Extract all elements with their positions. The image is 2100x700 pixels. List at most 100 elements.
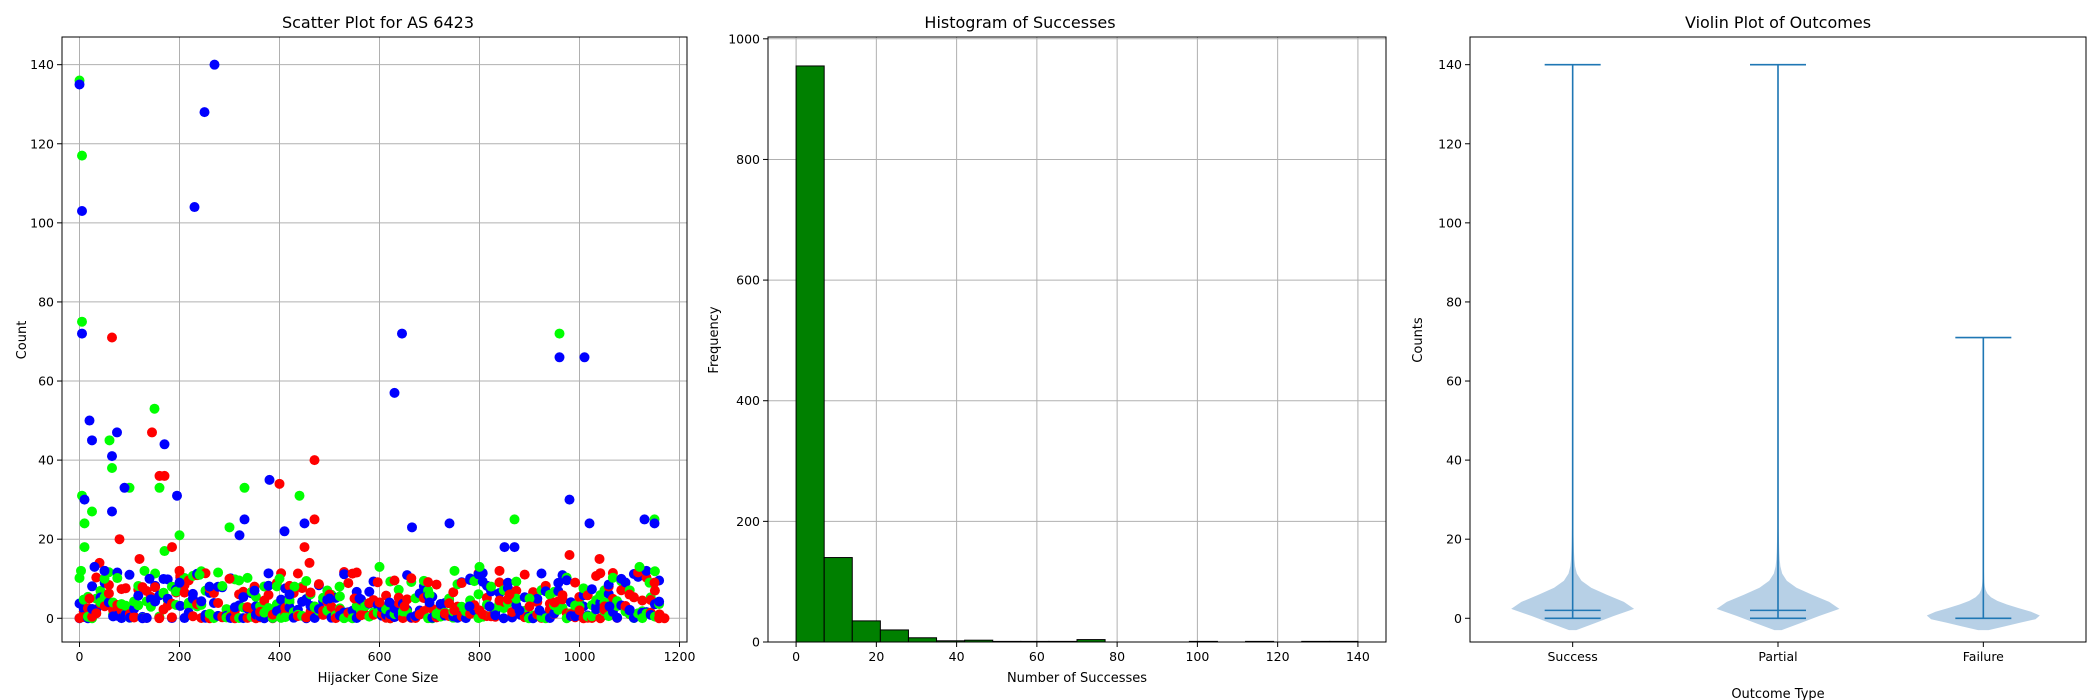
scatter-baseline-point bbox=[586, 584, 597, 595]
violin-y-tick-label: 80 bbox=[1446, 294, 1462, 309]
scatter-point bbox=[77, 150, 87, 161]
scatter-point bbox=[374, 597, 385, 608]
scatter-point bbox=[639, 514, 650, 525]
scatter-baseline-point bbox=[120, 583, 131, 594]
scatter-point bbox=[239, 482, 250, 493]
scatter-baseline-point bbox=[372, 577, 383, 588]
scatter-point bbox=[87, 506, 97, 517]
scatter-point bbox=[79, 542, 90, 553]
scatter-point bbox=[264, 474, 275, 485]
scatter-baseline-point bbox=[393, 584, 404, 595]
histogram-panel: Histogram of Successes 0 20 40 60 80 100 120 14… bbox=[707, 13, 1387, 686]
scatter-baseline-point bbox=[263, 580, 274, 591]
scatter-point bbox=[159, 470, 170, 481]
scatter-point bbox=[309, 455, 320, 466]
scatter-point bbox=[204, 581, 215, 592]
histogram-y-tick-label: 0 bbox=[752, 635, 760, 650]
scatter-point bbox=[474, 561, 485, 572]
scatter-baseline-point bbox=[654, 596, 665, 607]
scatter-baseline-point bbox=[166, 612, 177, 623]
scatter-point bbox=[449, 565, 460, 576]
scatter-point bbox=[147, 427, 157, 438]
scatter-point bbox=[199, 107, 210, 118]
scatter-point bbox=[174, 577, 185, 588]
scatter-point bbox=[249, 585, 260, 596]
scatter-baseline-point bbox=[242, 572, 253, 583]
scatter-point bbox=[384, 597, 395, 608]
scatter-point bbox=[304, 557, 315, 568]
scatter-baseline-point bbox=[536, 568, 547, 579]
scatter-baseline-point bbox=[486, 581, 497, 592]
violin-panel: Violin Plot of Outcomes Success Partial Fa… bbox=[1411, 13, 2087, 700]
scatter-baseline-point bbox=[87, 581, 98, 592]
scatter-point bbox=[112, 427, 122, 438]
violin-y-tick-label: 20 bbox=[1446, 532, 1462, 547]
scatter-baseline-point bbox=[103, 588, 114, 599]
scatter-grid bbox=[62, 37, 687, 642]
histogram-x-ticks: 0 20 40 60 80 100 120 140 bbox=[792, 642, 1370, 664]
scatter-baseline-point bbox=[133, 600, 144, 611]
scatter-baseline-point bbox=[217, 580, 228, 591]
scatter-baseline-point bbox=[91, 572, 102, 583]
violin-bodies bbox=[1511, 64, 2040, 631]
scatter-baseline-point bbox=[637, 595, 648, 606]
scatter-baseline-point bbox=[213, 597, 224, 608]
scatter-baseline-point bbox=[175, 600, 186, 611]
scatter-baseline-point bbox=[179, 587, 190, 598]
scatter-point bbox=[504, 589, 515, 600]
violin-x-tick-label: Success bbox=[1548, 649, 1598, 664]
violin-y-tick-label: 100 bbox=[1438, 215, 1462, 230]
scatter-baseline-point bbox=[141, 612, 152, 623]
scatter-point bbox=[194, 569, 205, 580]
scatter-point bbox=[167, 542, 177, 553]
scatter-baseline-point bbox=[456, 578, 467, 589]
scatter-point bbox=[584, 518, 595, 529]
scatter-baseline-point bbox=[649, 566, 660, 577]
scatter-point bbox=[99, 565, 110, 576]
scatter-point bbox=[624, 589, 635, 600]
violin-y-tick-label: 60 bbox=[1446, 374, 1462, 389]
scatter-baseline-point bbox=[519, 569, 530, 580]
scatter-point bbox=[274, 478, 285, 489]
scatter-point bbox=[424, 589, 435, 600]
scatter-baseline-point bbox=[271, 581, 282, 592]
scatter-y-tick-label: 60 bbox=[38, 374, 54, 389]
scatter-baseline-point bbox=[305, 587, 316, 598]
scatter-baseline-point bbox=[120, 600, 131, 611]
scatter-point bbox=[407, 522, 417, 533]
violin-x-label: Outcome Type bbox=[1731, 687, 1824, 700]
scatter-point bbox=[294, 490, 305, 501]
histogram-y-ticks: 0 200 400 600 800 1000 bbox=[728, 31, 768, 650]
scatter-baseline-point bbox=[154, 613, 165, 624]
scatter-point bbox=[134, 553, 145, 564]
scatter-point bbox=[324, 593, 335, 604]
scatter-point bbox=[159, 439, 170, 450]
scatter-point bbox=[189, 202, 200, 213]
scatter-baseline-point bbox=[263, 568, 274, 579]
histogram-y-tick-label: 600 bbox=[736, 273, 760, 288]
scatter-baseline-point bbox=[129, 612, 140, 623]
scatter-point bbox=[119, 482, 130, 493]
scatter-point bbox=[354, 593, 365, 604]
scatter-baseline-point bbox=[364, 586, 375, 597]
scatter-point bbox=[107, 332, 117, 343]
scatter-point bbox=[579, 352, 590, 363]
scatter-x-ticks: 0 200 400 600 800 1000 1200 bbox=[76, 642, 695, 664]
scatter-point bbox=[374, 561, 385, 572]
scatter-point bbox=[224, 573, 235, 584]
scatter-y-tick-label: 80 bbox=[38, 294, 54, 309]
scatter-baseline-point bbox=[187, 611, 198, 622]
scatter-point bbox=[114, 534, 125, 545]
scatter-point bbox=[444, 518, 455, 529]
scatter-point bbox=[554, 328, 565, 339]
scatter-baseline-point bbox=[133, 590, 144, 601]
scatter-baseline-point bbox=[406, 573, 417, 584]
scatter-baseline-point bbox=[595, 568, 606, 579]
scatter-baseline-point bbox=[620, 577, 631, 588]
scatter-baseline-band bbox=[74, 565, 665, 624]
scatter-point bbox=[397, 328, 407, 339]
violin-y-label: Counts bbox=[1411, 317, 1426, 363]
histogram-bar bbox=[851, 620, 881, 643]
violin-x-tick-label: Partial bbox=[1758, 649, 1797, 664]
